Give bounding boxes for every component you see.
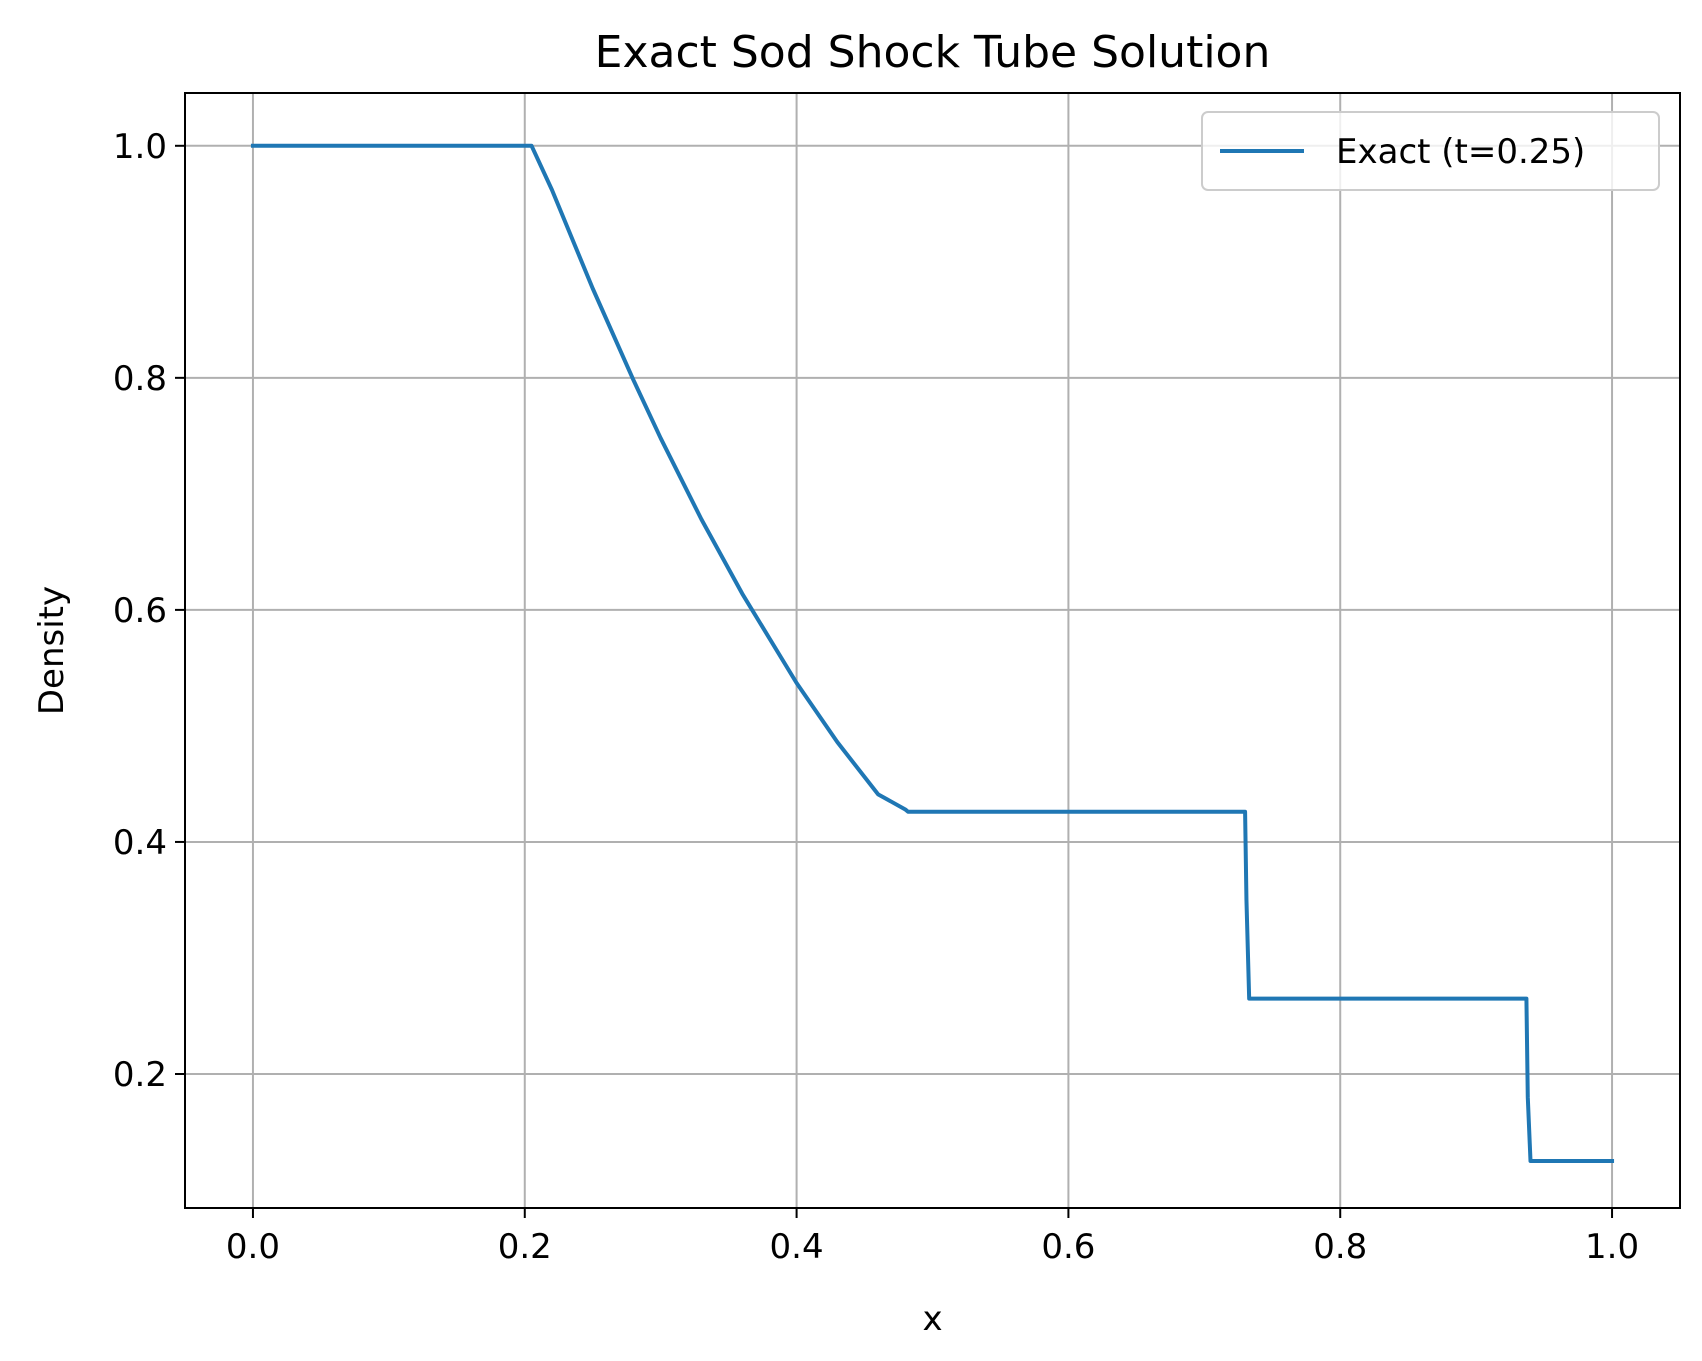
y-axis-label: Density	[32, 586, 72, 715]
series-layer	[250, 143, 1615, 1164]
y-tick-label: 0.8	[113, 359, 167, 399]
x-tick-label: 0.2	[498, 1227, 552, 1267]
x-tick-label: 0.4	[770, 1227, 824, 1267]
x-tick-label: 1.0	[1585, 1227, 1639, 1267]
chart-title: Exact Sod Shock Tube Solution	[595, 27, 1271, 78]
x-tick-label: 0.8	[1313, 1227, 1367, 1267]
legend-label: Exact (t=0.25)	[1336, 132, 1585, 172]
axes-frame	[184, 92, 1681, 1209]
legend: Exact (t=0.25)	[1201, 111, 1660, 191]
x-tick-label: 0.0	[226, 1227, 280, 1267]
x-tick-label: 0.6	[1041, 1227, 1095, 1267]
y-tick-label: 0.6	[113, 591, 167, 631]
tick-layer: 0.0 0.2 0.4 0.6 0.8 1.0 0.2 0.4 0.6 0.8 1.0	[113, 127, 1639, 1267]
x-axis-label: x	[922, 1299, 942, 1339]
y-tick-label: 1.0	[113, 127, 167, 167]
series-line	[250, 143, 1615, 1164]
y-tick-label: 0.2	[113, 1055, 167, 1095]
legend-box	[1201, 111, 1660, 191]
y-tick-label: 0.4	[113, 823, 167, 863]
